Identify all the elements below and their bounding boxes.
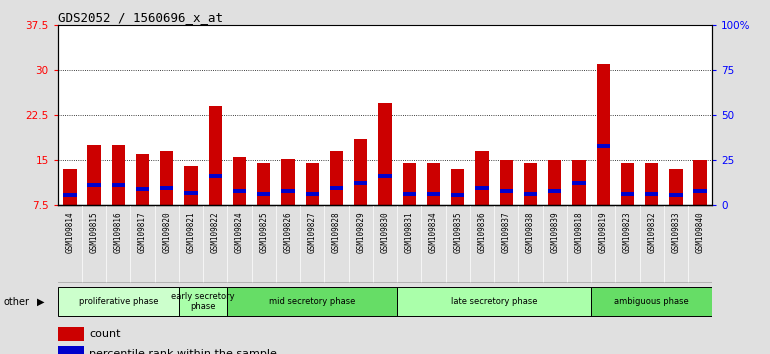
Text: GDS2052 / 1560696_x_at: GDS2052 / 1560696_x_at: [58, 11, 223, 24]
Bar: [524, 163, 537, 205]
Text: GSM109833: GSM109833: [671, 212, 681, 253]
Bar: [500, 160, 513, 205]
Bar: [58, 327, 84, 341]
Bar: [179, 287, 227, 316]
Bar: [500, 189, 513, 193]
Bar: [591, 287, 712, 316]
Bar: [694, 189, 707, 193]
Bar: [160, 151, 173, 205]
Bar: [645, 192, 658, 196]
Text: GSM109840: GSM109840: [695, 212, 705, 253]
Text: GSM109814: GSM109814: [65, 212, 75, 253]
Bar: [160, 186, 173, 190]
Bar: [403, 192, 416, 196]
Bar: [524, 192, 537, 196]
Bar: [451, 169, 464, 205]
Bar: [63, 193, 76, 198]
Bar: [330, 151, 343, 205]
Bar: [645, 163, 658, 205]
Bar: [572, 160, 586, 205]
Text: GSM109838: GSM109838: [526, 212, 535, 253]
Bar: [136, 154, 149, 205]
Text: GSM109826: GSM109826: [283, 212, 293, 253]
Bar: [233, 157, 246, 205]
Bar: [354, 181, 367, 185]
Bar: [184, 166, 198, 205]
Text: early secretory
phase: early secretory phase: [172, 292, 235, 312]
Bar: [88, 145, 101, 205]
Text: GSM109830: GSM109830: [380, 212, 390, 253]
Text: GSM109836: GSM109836: [477, 212, 487, 253]
Bar: [572, 181, 586, 185]
Bar: [227, 287, 397, 316]
Bar: [112, 183, 125, 187]
Bar: [233, 189, 246, 193]
Bar: [184, 191, 198, 195]
Bar: [257, 163, 270, 205]
Text: GSM109817: GSM109817: [138, 212, 147, 253]
Bar: [281, 159, 295, 205]
Bar: [378, 174, 392, 178]
Text: GSM109819: GSM109819: [598, 212, 608, 253]
Bar: [427, 192, 440, 196]
Text: GSM109831: GSM109831: [405, 212, 413, 253]
Text: late secretory phase: late secretory phase: [450, 297, 537, 306]
Text: GSM109822: GSM109822: [211, 212, 219, 253]
Text: GSM109816: GSM109816: [114, 212, 123, 253]
Bar: [88, 183, 101, 187]
Bar: [281, 189, 295, 193]
Bar: [306, 192, 319, 196]
Bar: [112, 145, 125, 205]
Text: GSM109824: GSM109824: [235, 212, 244, 253]
Bar: [669, 169, 682, 205]
Text: percentile rank within the sample: percentile rank within the sample: [89, 348, 277, 354]
Text: other: other: [4, 297, 30, 307]
Text: GSM109823: GSM109823: [623, 212, 632, 253]
Text: proliferative phase: proliferative phase: [79, 297, 158, 306]
Bar: [330, 186, 343, 190]
Bar: [548, 160, 561, 205]
Bar: [621, 192, 634, 196]
Text: GSM109835: GSM109835: [454, 212, 462, 253]
Text: GSM109815: GSM109815: [89, 212, 99, 253]
Bar: [136, 187, 149, 192]
Bar: [58, 287, 179, 316]
Bar: [597, 144, 610, 148]
Bar: [427, 163, 440, 205]
Bar: [475, 151, 489, 205]
Text: ▶: ▶: [37, 297, 45, 307]
Bar: [378, 103, 392, 205]
Text: ambiguous phase: ambiguous phase: [614, 297, 689, 306]
Text: GSM109832: GSM109832: [647, 212, 656, 253]
Bar: [397, 287, 591, 316]
Text: count: count: [89, 329, 121, 339]
Bar: [306, 163, 319, 205]
Bar: [669, 193, 682, 198]
Text: GSM109837: GSM109837: [502, 212, 511, 253]
Bar: [63, 169, 76, 205]
Bar: [597, 64, 610, 205]
Bar: [257, 192, 270, 196]
Bar: [354, 139, 367, 205]
Bar: [209, 106, 222, 205]
Bar: [209, 174, 222, 178]
Text: GSM109820: GSM109820: [162, 212, 172, 253]
Bar: [403, 163, 416, 205]
Bar: [548, 189, 561, 193]
Bar: [451, 193, 464, 198]
Bar: [475, 186, 489, 190]
Text: GSM109828: GSM109828: [332, 212, 341, 253]
Text: mid secretory phase: mid secretory phase: [269, 297, 356, 306]
Text: GSM109818: GSM109818: [574, 212, 584, 253]
Text: GSM109829: GSM109829: [357, 212, 365, 253]
Bar: [621, 163, 634, 205]
Bar: [694, 160, 707, 205]
Text: GSM109834: GSM109834: [429, 212, 438, 253]
Text: GSM109821: GSM109821: [186, 212, 196, 253]
Text: GSM109839: GSM109839: [551, 212, 559, 253]
Text: GSM109827: GSM109827: [308, 212, 316, 253]
Bar: [58, 346, 84, 354]
Text: GSM109825: GSM109825: [259, 212, 268, 253]
